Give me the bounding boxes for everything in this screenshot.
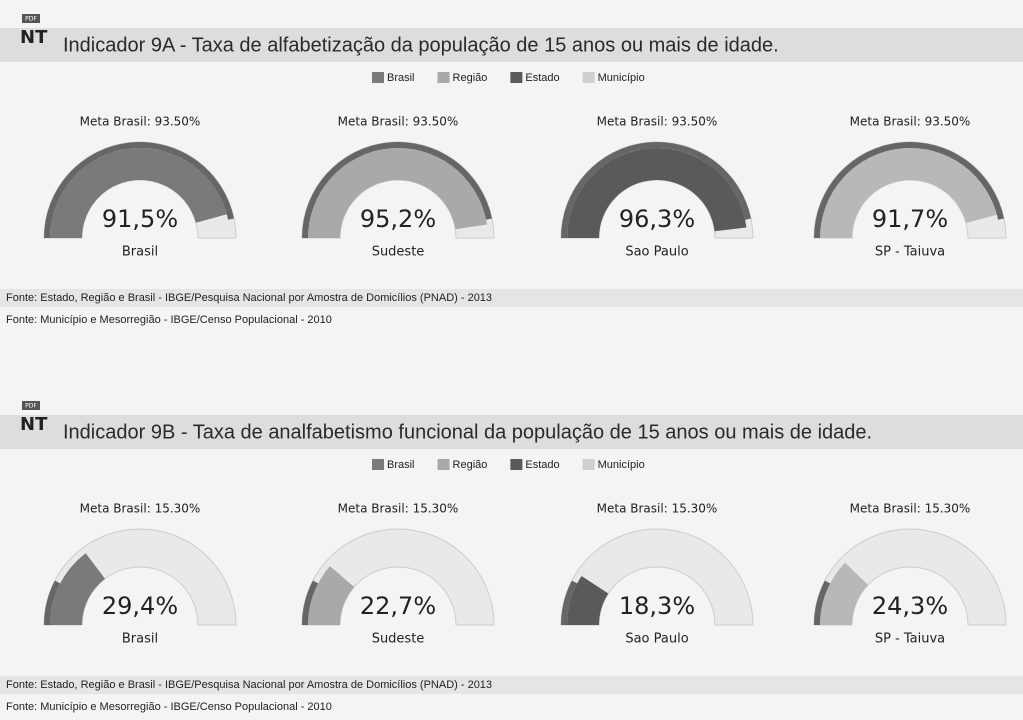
goal-label: Meta Brasil: 93.50% bbox=[597, 115, 718, 129]
gauge-background bbox=[560, 528, 754, 626]
nt-icon: NT bbox=[20, 27, 48, 48]
source-band bbox=[0, 676, 1023, 694]
source-text: Fonte: Estado, Região e Brasil - IBGE/Pe… bbox=[6, 679, 492, 691]
nt-icon: NT bbox=[20, 414, 48, 435]
gauge-value bbox=[50, 148, 227, 238]
gauge-value bbox=[567, 148, 747, 238]
gauge-background bbox=[43, 528, 237, 626]
goal-label: Meta Brasil: 15.30% bbox=[338, 502, 459, 516]
indicator-section: PDF NT Indicador 9A - Taxa de alfabetizaçã… bbox=[0, 14, 1023, 329]
pdf-badge-text: PDF bbox=[25, 16, 37, 23]
indicator-section: PDF NT Indicador 9B - Taxa de analfabetism… bbox=[0, 401, 1023, 716]
goal-label: Meta Brasil: 15.30% bbox=[850, 502, 971, 516]
legend-swatch bbox=[582, 459, 595, 470]
gauge-name: Sao Paulo bbox=[625, 632, 688, 647]
gauge-value-label: 91,5% bbox=[102, 205, 178, 233]
goal-label: Meta Brasil: 15.30% bbox=[597, 502, 718, 516]
section-title: Indicador 9B - Taxa de analfabetismo fun… bbox=[63, 421, 872, 443]
gauge-value-label: 95,2% bbox=[360, 205, 436, 233]
gauge-name: Sao Paulo bbox=[625, 245, 688, 260]
legend-label: Região bbox=[453, 459, 488, 471]
source-text: Fonte: Estado, Região e Brasil - IBGE/Pe… bbox=[6, 292, 492, 304]
legend-label: Estado bbox=[525, 459, 559, 471]
source-band bbox=[0, 698, 1023, 716]
legend-label: Brasil bbox=[387, 459, 415, 471]
gauge-value bbox=[308, 147, 487, 238]
gauge-name: Brasil bbox=[122, 632, 158, 647]
source-text: Fonte: Município e Mesorregião - IBGE/Ce… bbox=[6, 701, 332, 713]
gauge-goal bbox=[561, 580, 578, 625]
legend-swatch bbox=[510, 459, 523, 470]
legend-swatch bbox=[372, 72, 384, 83]
gauge-goal bbox=[302, 580, 319, 625]
gauge-value bbox=[820, 562, 869, 625]
gauge-background bbox=[301, 528, 495, 626]
source-band bbox=[0, 311, 1023, 329]
gauge-name: Sudeste bbox=[372, 632, 425, 647]
pdf-badge bbox=[22, 401, 40, 410]
goal-label: Meta Brasil: 93.50% bbox=[80, 115, 201, 129]
pdf-badge-text: PDF bbox=[25, 403, 37, 410]
gauge-value bbox=[50, 553, 106, 625]
gauge-value bbox=[308, 566, 355, 625]
goal-label: Meta Brasil: 15.30% bbox=[80, 502, 201, 516]
gauge-goal bbox=[44, 580, 61, 625]
legend-label: Município bbox=[598, 459, 645, 471]
goal-label: Meta Brasil: 93.50% bbox=[850, 115, 971, 129]
section-title: Indicador 9A - Taxa de alfabetização da … bbox=[63, 34, 779, 56]
gauge-value-label: 91,7% bbox=[872, 205, 948, 233]
gauge-value bbox=[820, 148, 997, 238]
gauge-value-label: 18,3% bbox=[619, 592, 695, 620]
source-text: Fonte: Município e Mesorregião - IBGE/Ce… bbox=[6, 314, 332, 326]
gauge-name: SP - Taiuva bbox=[875, 632, 945, 647]
title-band bbox=[0, 415, 1023, 449]
gauge-goal bbox=[814, 580, 831, 625]
legend-label: Brasil bbox=[387, 72, 415, 84]
gauge-name: Brasil bbox=[122, 245, 158, 260]
pdf-badge bbox=[22, 14, 40, 23]
legend-swatch bbox=[437, 459, 450, 470]
gauge-value-label: 22,7% bbox=[360, 592, 436, 620]
gauge-name: SP - Taiuva bbox=[875, 245, 945, 260]
goal-label: Meta Brasil: 93.50% bbox=[338, 115, 459, 129]
gauge-background bbox=[813, 528, 1007, 626]
legend-swatch bbox=[437, 72, 450, 83]
gauge-value-label: 24,3% bbox=[872, 592, 948, 620]
source-band bbox=[0, 289, 1023, 307]
legend-label: Estado bbox=[525, 72, 559, 84]
gauge-value bbox=[567, 576, 609, 625]
gauge-value-label: 29,4% bbox=[102, 592, 178, 620]
legend-swatch bbox=[510, 72, 523, 83]
title-band bbox=[0, 28, 1023, 62]
legend-swatch bbox=[582, 72, 595, 83]
legend-label: Região bbox=[453, 72, 488, 84]
gauge-name: Sudeste bbox=[372, 245, 425, 260]
gauge-value-label: 96,3% bbox=[619, 205, 695, 233]
legend-label: Município bbox=[598, 72, 645, 84]
legend-swatch bbox=[372, 459, 384, 470]
